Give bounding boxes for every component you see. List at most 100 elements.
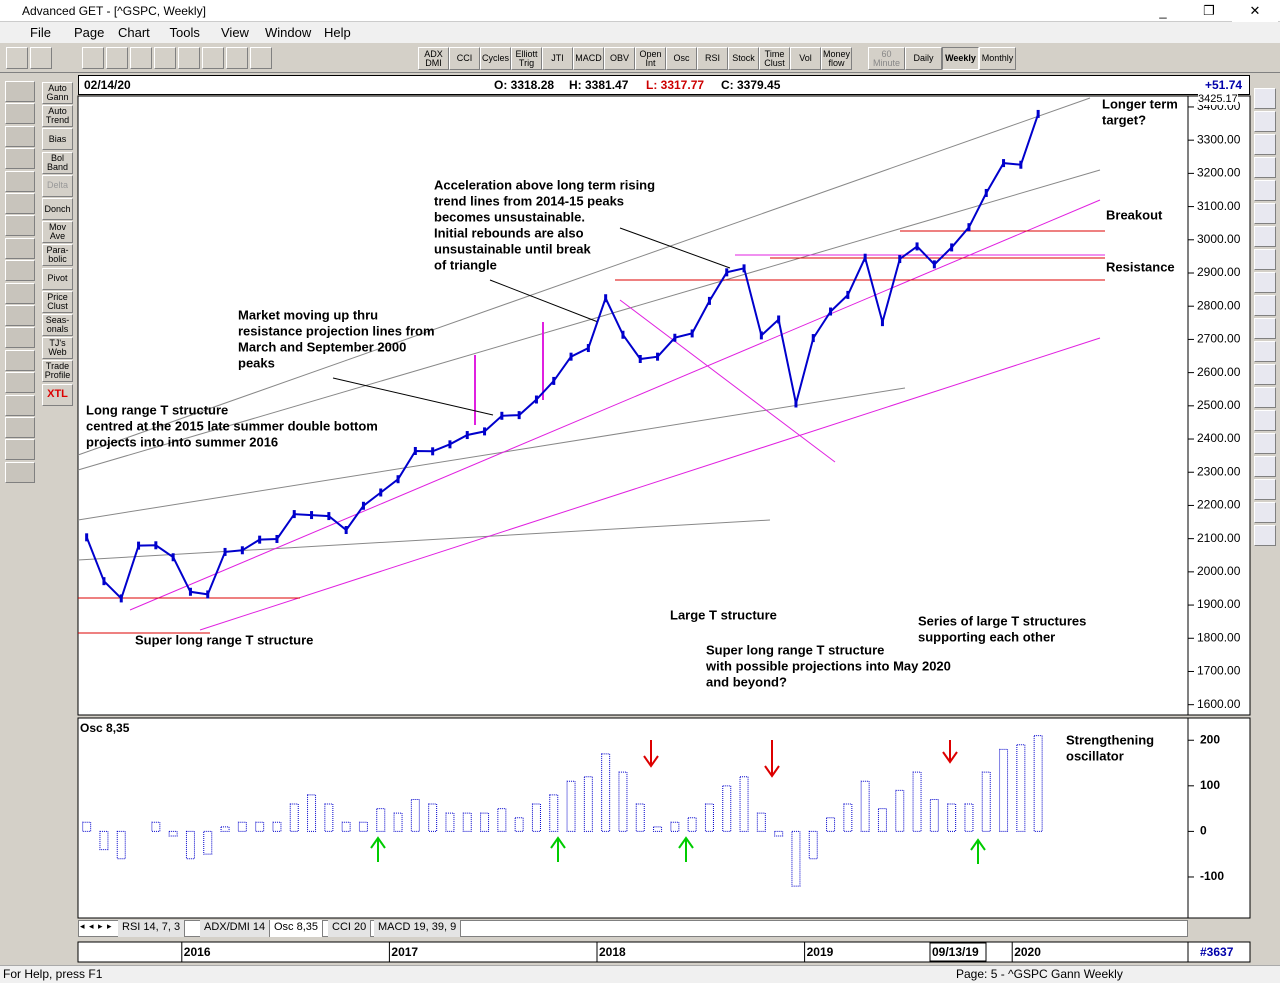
indicator-button[interactable]: MACD (573, 47, 604, 70)
study-button[interactable]: Donch (42, 198, 73, 220)
tool-icon[interactable] (226, 47, 248, 69)
study-button[interactable]: Trade Profile (42, 360, 73, 383)
tool-icon[interactable] (1254, 479, 1276, 500)
tool-icon[interactable] (5, 103, 35, 125)
tab[interactable]: ADX/DMI 14 (200, 920, 271, 937)
study-button[interactable]: Para- bolic (42, 244, 73, 267)
tool-icon[interactable] (1254, 134, 1276, 155)
tool-icon[interactable] (1254, 272, 1276, 293)
tool-icon[interactable] (5, 394, 35, 416)
window-button[interactable]: _ (1159, 3, 1167, 19)
tool-icon[interactable] (5, 81, 35, 102)
tool-icon[interactable] (5, 260, 35, 282)
tab[interactable]: RSI 14, 7, 3 (118, 920, 186, 937)
tool-icon[interactable] (5, 237, 35, 259)
tool-icon[interactable] (1254, 111, 1276, 132)
tool-icon[interactable] (5, 461, 35, 483)
indicator-button[interactable]: Open Int (635, 47, 666, 70)
tool-icon[interactable] (1254, 410, 1276, 431)
tool-icon[interactable] (5, 282, 35, 304)
tool-icon[interactable] (5, 125, 35, 147)
tool-icon[interactable] (5, 417, 35, 438)
price-bar (707, 296, 711, 305)
indicator-button[interactable]: RSI (697, 47, 728, 70)
study-button[interactable]: XTL (42, 383, 73, 406)
tool-icon[interactable] (1254, 249, 1276, 270)
study-button[interactable]: Delta (42, 174, 73, 197)
study-button[interactable]: Auto Trend (42, 105, 73, 128)
menu-item[interactable]: Chart (118, 25, 150, 40)
study-button[interactable]: Mov Ave (42, 221, 73, 244)
tool-icon[interactable] (82, 47, 104, 69)
tab[interactable]: Osc 8,35 (270, 920, 324, 937)
tab-scroll[interactable]: ◂ (89, 921, 94, 931)
tool-icon[interactable] (1254, 180, 1276, 201)
window-button[interactable]: ❐ (1203, 3, 1215, 18)
tool-icon[interactable] (178, 47, 200, 69)
tool-icon[interactable] (1254, 341, 1276, 362)
menu-item[interactable]: Page (74, 25, 105, 40)
indicator-button[interactable]: JTI (542, 47, 573, 70)
tab-scroll[interactable]: ◂ (80, 921, 85, 931)
tab[interactable]: MACD 19, 39, 9 (374, 920, 462, 937)
tool-icon[interactable] (30, 47, 52, 69)
window-button[interactable]: ✕ (1232, 0, 1278, 22)
tool-icon[interactable] (1254, 88, 1276, 109)
study-button[interactable]: Pivot (42, 267, 73, 290)
tool-icon[interactable] (250, 47, 272, 69)
tab-scroll[interactable]: ▸ (98, 921, 103, 931)
tool-icon[interactable] (202, 47, 224, 69)
tool-icon[interactable] (1254, 226, 1276, 247)
tool-icon[interactable] (5, 327, 35, 349)
indicator-button[interactable]: Elliott Trig (511, 47, 542, 70)
tool-icon[interactable] (106, 47, 128, 69)
period-button[interactable]: Weekly (942, 47, 979, 70)
tool-icon[interactable] (5, 193, 35, 214)
tool-icon[interactable] (1254, 387, 1276, 408)
tab[interactable]: CCI 20 (328, 920, 372, 937)
study-button[interactable]: TJ's Web (42, 337, 73, 360)
indicator-button[interactable]: Vol (790, 47, 821, 70)
period-button[interactable]: 60 Minute (868, 47, 905, 70)
indicator-button[interactable]: Stock (728, 47, 759, 70)
menu-item[interactable]: Window (265, 25, 312, 40)
study-button[interactable]: Price Clust (42, 290, 73, 313)
indicator-button[interactable]: Money flow (821, 47, 852, 70)
indicator-button[interactable]: CCI (449, 47, 480, 70)
tool-icon[interactable] (5, 372, 35, 394)
tool-icon[interactable] (5, 305, 35, 326)
indicator-button[interactable]: ADX DMI (418, 47, 449, 70)
menu-item[interactable]: File (30, 25, 51, 40)
indicator-button[interactable]: Cycles (480, 47, 511, 70)
study-button[interactable]: Seas- onals (42, 314, 73, 336)
tool-icon[interactable] (5, 170, 35, 192)
study-button[interactable]: Bias (42, 128, 73, 151)
menu-item[interactable]: Help (324, 25, 351, 40)
study-button[interactable]: Bol Band (42, 151, 73, 174)
tool-icon[interactable] (5, 148, 35, 170)
period-button[interactable]: Monthly (979, 47, 1016, 70)
tool-icon[interactable] (1254, 364, 1276, 385)
indicator-button[interactable]: OBV (604, 47, 635, 70)
tool-icon[interactable] (5, 215, 35, 237)
tool-icon[interactable] (1254, 525, 1276, 546)
tool-icon[interactable] (5, 439, 35, 461)
tool-icon[interactable] (5, 349, 35, 371)
menu-item[interactable]: View (221, 25, 249, 40)
tool-icon[interactable] (130, 47, 152, 69)
tool-icon[interactable] (1254, 295, 1276, 316)
tool-icon[interactable] (1254, 433, 1276, 454)
indicator-button[interactable]: Time Clust (759, 47, 790, 70)
tool-icon[interactable] (1254, 456, 1276, 477)
tool-icon[interactable] (1254, 502, 1276, 523)
indicator-button[interactable]: Osc (666, 47, 697, 70)
tool-icon[interactable] (154, 47, 176, 69)
tool-icon[interactable] (1254, 157, 1276, 178)
menu-item[interactable]: Tools (169, 25, 200, 40)
tool-icon[interactable] (6, 47, 28, 69)
period-button[interactable]: Daily (905, 47, 942, 70)
tab-scroll[interactable]: ▸ (107, 921, 112, 931)
tool-icon[interactable] (1254, 318, 1276, 339)
tool-icon[interactable] (1254, 203, 1276, 224)
study-button[interactable]: Auto Gann (42, 82, 73, 104)
